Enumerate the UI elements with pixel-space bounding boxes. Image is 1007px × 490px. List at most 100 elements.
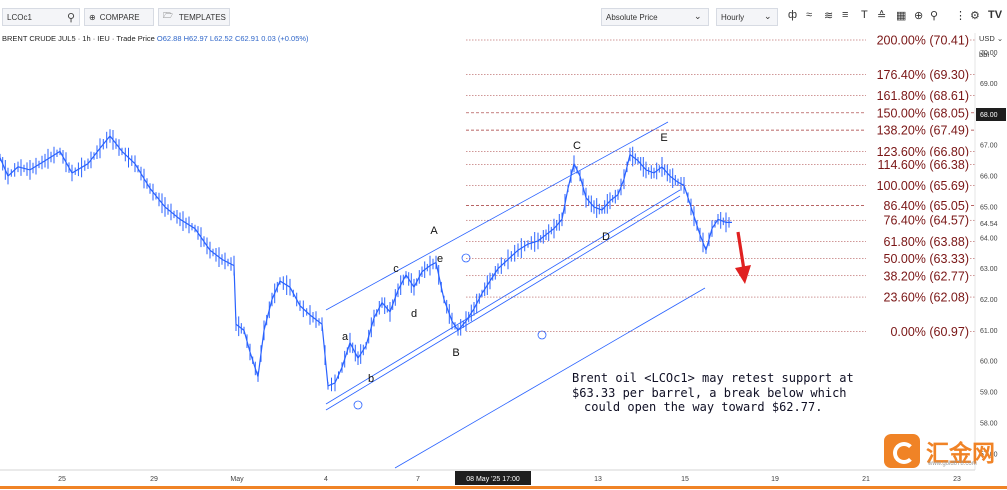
- candle-style-icon[interactable]: ф: [788, 9, 798, 21]
- fib-level-label: 161.80% (68.61): [877, 89, 969, 103]
- fib-label-bg: [866, 177, 970, 193]
- folder-icon: 🗁: [163, 11, 173, 20]
- fib-label-bg: [866, 233, 970, 249]
- fib-label-bg: [866, 250, 970, 266]
- wave-label: C: [573, 140, 581, 152]
- arrow-head: [735, 265, 751, 284]
- interval-value: Hourly: [721, 12, 745, 22]
- wave-label: b: [368, 373, 374, 385]
- x-tick-label: 7: [416, 476, 420, 483]
- chevron-down-icon: ⌄: [694, 11, 702, 21]
- wave-label: E: [660, 132, 667, 144]
- price-type-dropdown[interactable]: Absolute Price ⌄: [601, 8, 709, 26]
- tradingview-logo-icon: TV: [988, 9, 1003, 21]
- interval-dropdown[interactable]: Hourly ⌄: [716, 8, 778, 26]
- chart-axes: [0, 33, 976, 471]
- symbol-input[interactable]: LCOc1: [7, 12, 32, 22]
- search-icon[interactable]: ⚲: [67, 12, 76, 24]
- last-price-marker: 64.54: [980, 221, 998, 228]
- y-tick-label: 61.00: [980, 328, 998, 335]
- draw-lines-icon[interactable]: ≡: [842, 9, 849, 21]
- fib-level-label: 61.80% (63.88): [884, 235, 969, 249]
- x-tick-label: 23: [953, 476, 961, 483]
- pattern-icon[interactable]: ▦: [896, 10, 907, 22]
- crosshair-time-label: 08 May '25 17:00: [466, 476, 520, 483]
- fib-label-bg: [866, 66, 970, 82]
- fib-level-label: 138.20% (67.49): [877, 124, 969, 138]
- y-tick-label: 58.00: [980, 420, 998, 427]
- analysis-note-line: could open the way toward $62.77.: [584, 400, 822, 414]
- channel-handle-3[interactable]: [353, 400, 363, 410]
- templates-button[interactable]: 🗁 TEMPLATES: [158, 8, 230, 26]
- fib-label-bg: [866, 32, 970, 47]
- bottom-accent-bar: [0, 486, 1007, 489]
- fib-label-bg: [866, 104, 970, 120]
- wave-label: B: [452, 347, 459, 359]
- watermark-brand: 汇金网: [926, 441, 995, 467]
- fib-label-bg: [866, 212, 970, 228]
- fib-label-bg: [866, 156, 970, 172]
- compare-button[interactable]: ⊕ COMPARE: [84, 8, 154, 26]
- change-value: 0.03 (+0.05%): [261, 34, 309, 43]
- channel-handle-1[interactable]: [461, 253, 471, 263]
- chart-toolbar: LCOc1 ⚲ ⊕ COMPARE 🗁 TEMPLATES Absolute P…: [0, 0, 1007, 33]
- settings-gear-icon[interactable]: ⚙: [970, 10, 980, 22]
- y-tick-label: 64.00: [980, 235, 998, 242]
- analysis-note-line: Brent oil <LCOc1> may retest support at: [572, 371, 854, 385]
- zoom-in-icon[interactable]: ⊕: [914, 10, 924, 22]
- analysis-note-line: $63.33 per barrel, a break below which: [572, 386, 847, 400]
- fib-level-label: 123.60% (66.80): [877, 145, 969, 159]
- analysis-note: Brent oil <LCOc1> may retest support at$…: [572, 371, 854, 414]
- wave-label: e: [437, 253, 443, 265]
- fib-level-label: 23.60% (62.08): [884, 291, 969, 305]
- fib-level-label: 200.00% (70.41): [877, 34, 969, 48]
- text-tool-icon[interactable]: T: [861, 9, 868, 21]
- x-tick-label: 29: [150, 476, 158, 483]
- channel-handle-2[interactable]: [537, 330, 547, 340]
- x-tick-label: 13: [594, 476, 602, 483]
- price-axis-markers: 68.00 64.54: [976, 108, 1006, 229]
- watermark-url: www.gold678.com: [928, 461, 977, 467]
- crosshair-time-bg: [455, 471, 531, 485]
- x-tick-label: 21: [862, 476, 870, 483]
- fib-level-label: 50.00% (63.33): [884, 252, 969, 266]
- y-tick-label: 70.00: [980, 50, 998, 57]
- channel-upper-line: [325, 121, 669, 311]
- fib-label-bg: [866, 289, 970, 305]
- fib-level-label: 100.00% (65.69): [877, 179, 969, 193]
- wave-labels: a b c d e A B C D E: [342, 132, 668, 385]
- y-tick-label: 57.00: [980, 451, 998, 458]
- close-value: C62.91: [234, 34, 260, 43]
- fib-label-bg: [866, 122, 970, 138]
- price-channel: [325, 121, 706, 469]
- down-arrow: [735, 231, 751, 284]
- shapes-icon[interactable]: ≙: [877, 10, 887, 22]
- brand-logo-icon: [884, 434, 920, 468]
- arrow-shaft: [736, 231, 746, 271]
- fibonacci-levels: 200.00% (70.41) 176.40% (69.30) 161.80% (6…: [466, 32, 975, 339]
- fib-level-label: 114.60% (66.38): [878, 158, 970, 172]
- y-tick-label: 60.00: [980, 359, 998, 366]
- fib-label-bg: [866, 267, 970, 283]
- instrument-name: BRENT CRUDE JUL5 · 1h · IEU · Trade Pric…: [2, 34, 155, 43]
- x-tick-label: May: [230, 476, 244, 483]
- indicator-icon[interactable]: ≈: [806, 9, 813, 21]
- compare-label: COMPARE: [99, 12, 140, 22]
- templates-label: TEMPLATES: [178, 12, 226, 22]
- fib-label-bg: [866, 87, 970, 103]
- unit-dropdown[interactable]: bbl ⌄: [979, 50, 998, 59]
- y-tick-label: 62.00: [980, 297, 998, 304]
- current-price-marker-bg: [976, 108, 1006, 121]
- currency-dropdown[interactable]: USD ⌄: [979, 34, 1004, 43]
- y-tick-label: 63.00: [980, 266, 998, 273]
- wave-label: a: [342, 331, 349, 343]
- more-options-icon[interactable]: ⋮: [955, 10, 966, 22]
- waves-icon[interactable]: ≋: [824, 10, 834, 22]
- fib-level-label: 76.40% (64.57): [884, 214, 969, 228]
- unit-value: bbl: [979, 50, 990, 59]
- zoom-out-icon[interactable]: ⚲: [930, 10, 939, 22]
- wave-label: c: [393, 263, 399, 275]
- symbol-search-box[interactable]: LCOc1 ⚲: [2, 8, 80, 26]
- x-tick-label: 4: [324, 476, 328, 483]
